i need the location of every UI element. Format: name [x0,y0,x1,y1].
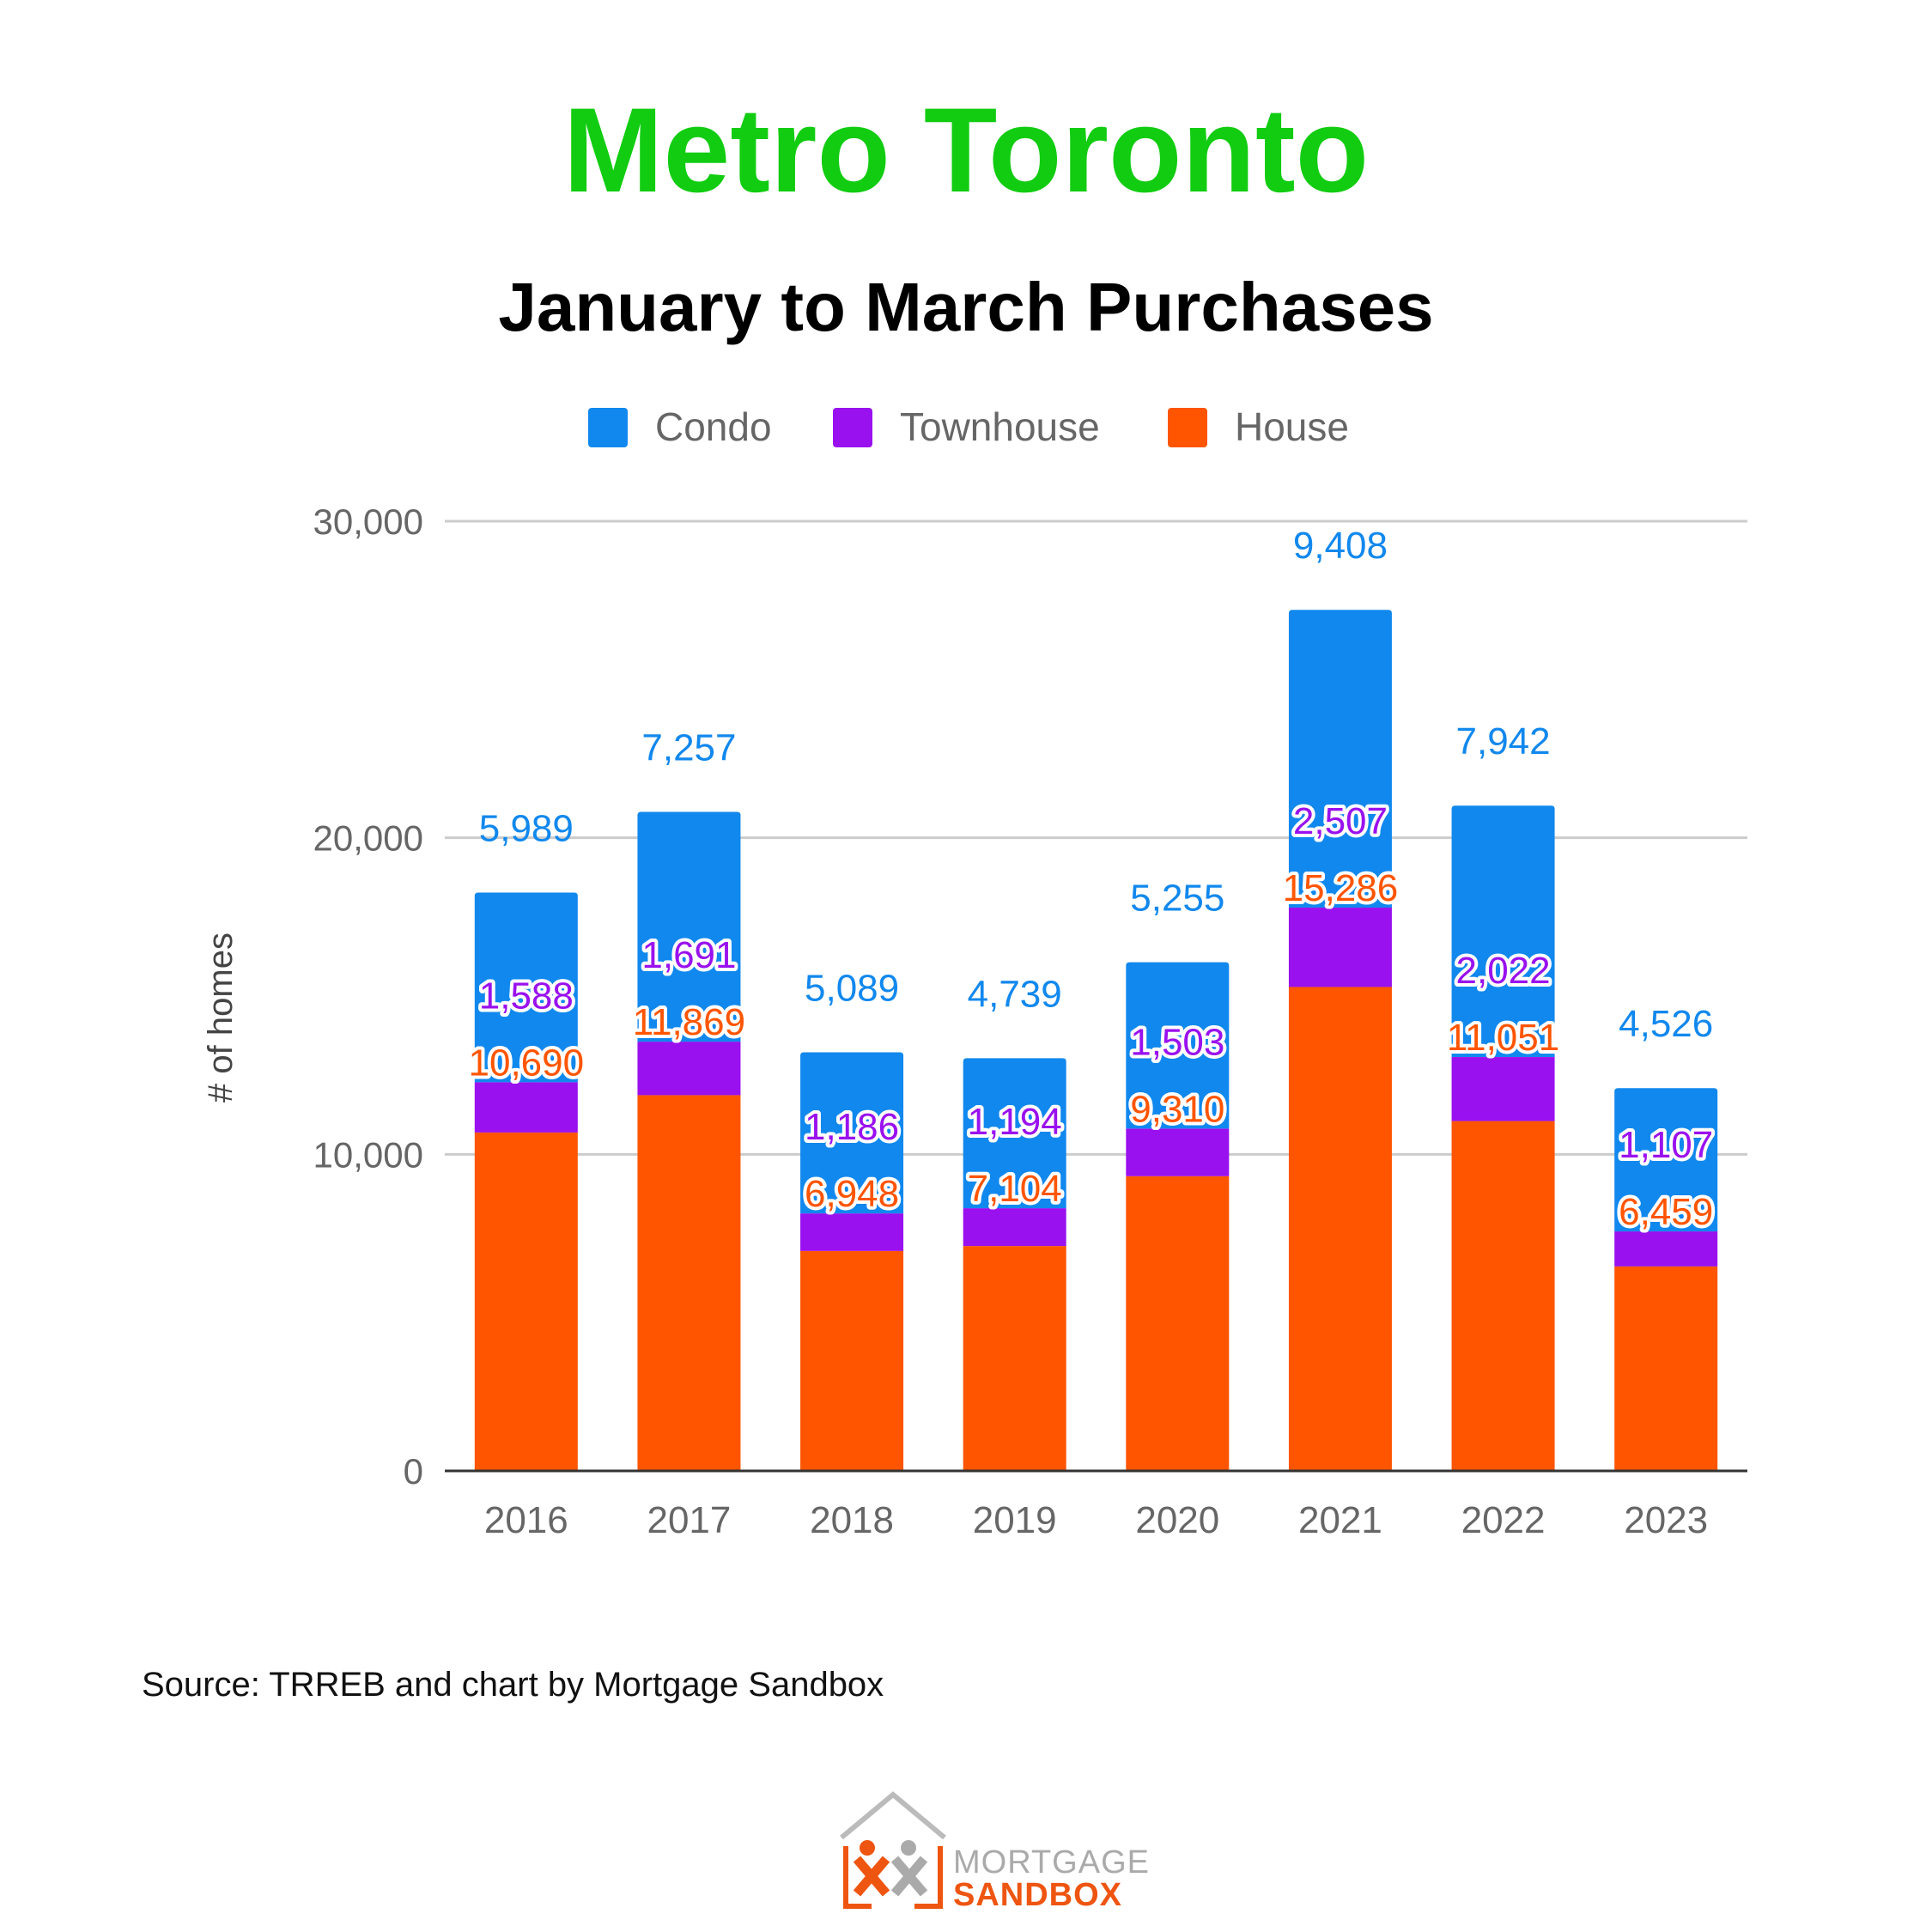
x-tick-label: 2021 [1298,1499,1382,1541]
data-label-townhouse-2019: 1,194 [968,1101,1062,1143]
data-label-condo-2017: 7,257 [641,727,736,769]
x-tick-label: 2018 [810,1499,894,1541]
bar-condo-2021 [1288,610,1392,908]
x-tick-label: 2022 [1461,1499,1546,1541]
data-label-condo-2021: 9,408 [1293,525,1388,567]
legend-label-townhouse: Townhouse [900,404,1100,449]
bar-condo-2018 [800,1052,904,1214]
data-label-house-2018: 6,948 [805,1173,899,1215]
bar-condo-2023 [1614,1088,1718,1232]
x-axis: 2016 2017 2018 2019 2020 2021 2022 2023 [445,1469,1747,1541]
bar-house-2018 [800,1250,904,1471]
data-label-townhouse-2022: 2,022 [1456,950,1551,992]
bar-house-2023 [1614,1266,1718,1471]
house-icon [840,1791,946,1909]
bar-house-2021 [1288,987,1392,1471]
bar-house-2019 [963,1246,1066,1471]
x-tick-label: 2023 [1624,1499,1708,1541]
data-label-townhouse-2021: 2,507 [1293,800,1388,842]
bar-townhouse-2017 [637,1042,741,1096]
y-tick-label: 0 [404,1451,423,1492]
data-label-house-2020: 9,310 [1130,1088,1224,1130]
x-tick-label: 2019 [973,1499,1057,1541]
bar-townhouse-2020 [1126,1128,1230,1176]
legend-swatch-townhouse [833,408,872,447]
data-label-townhouse-2020: 1,503 [1130,1021,1224,1063]
data-label-townhouse-2018: 1,186 [805,1106,899,1148]
data-label-condo-2018: 5,089 [805,968,899,1010]
bar-townhouse-2023 [1614,1231,1718,1267]
bar-condo-2016 [474,892,578,1083]
data-label-house-2023: 6,459 [1619,1191,1713,1233]
stacked-bar-chart: Condo Townhouse House 010,00020,00030,000 … [202,404,1747,1541]
data-labels: 5,989 1,588 10,690 7,257 1,691 11,869 5,089 1,1… [465,525,1717,1236]
bar-townhouse-2021 [1288,908,1392,987]
data-label-house-2017: 11,869 [633,1001,745,1043]
bar-townhouse-2018 [800,1213,904,1251]
chart-title: Metro Toronto [562,82,1370,217]
logo-text-sandbox: SANDBOX [953,1877,1123,1913]
source-note: Source: TRREB and chart by Mortgage Sand… [142,1666,884,1704]
y-tick-label: 20,000 [313,818,423,859]
data-label-condo-2023: 4,526 [1619,1003,1713,1045]
y-axis-label: # of homes [202,933,240,1103]
bar-townhouse-2016 [474,1082,578,1133]
legend-label-house: House [1235,404,1349,449]
data-label-condo-2016: 5,989 [479,808,574,850]
bar-townhouse-2022 [1451,1057,1555,1121]
data-label-condo-2019: 4,739 [968,973,1062,1015]
chart-subtitle: January to March Purchases [498,269,1434,345]
data-label-house-2022: 11,051 [1447,1017,1559,1059]
data-label-house-2021: 15,286 [1283,867,1399,909]
data-label-townhouse-2017: 1,691 [641,934,736,976]
y-axis: 0 10,000 20,000 30,000 [313,501,423,1492]
bar-condo-2019 [963,1058,1066,1209]
bar-condo-2022 [1451,805,1555,1058]
bar-condo-2020 [1126,962,1230,1129]
data-label-townhouse-2023: 1,107 [1619,1124,1713,1166]
bar-house-2017 [637,1095,741,1471]
bar-house-2020 [1126,1176,1230,1471]
data-label-house-2016: 10,690 [469,1042,585,1084]
x-tick-label: 2017 [647,1499,731,1541]
data-label-townhouse-2016: 1,588 [479,975,574,1017]
data-label-house-2019: 7,104 [968,1168,1062,1210]
bar-house-2016 [474,1132,578,1471]
logo-text-mortgage: MORTGAGE [953,1844,1150,1880]
bar-house-2022 [1451,1121,1555,1471]
legend-label-condo: Condo [655,404,772,449]
bar-townhouse-2019 [963,1208,1066,1247]
mortgage-sandbox-logo: MORTGAGE SANDBOX [833,1786,1149,1915]
data-label-condo-2022: 7,942 [1456,720,1551,762]
legend: Condo Townhouse House [588,404,1349,449]
bar-condo-2017 [637,811,741,1042]
y-tick-label: 30,000 [313,501,423,542]
legend-swatch-condo [588,408,628,447]
bars [474,610,1718,1471]
y-tick-label: 10,000 [313,1134,423,1175]
data-label-condo-2020: 5,255 [1130,878,1224,920]
x-tick-label: 2020 [1135,1499,1219,1541]
x-tick-label: 2016 [484,1499,568,1541]
legend-swatch-house [1168,408,1207,447]
